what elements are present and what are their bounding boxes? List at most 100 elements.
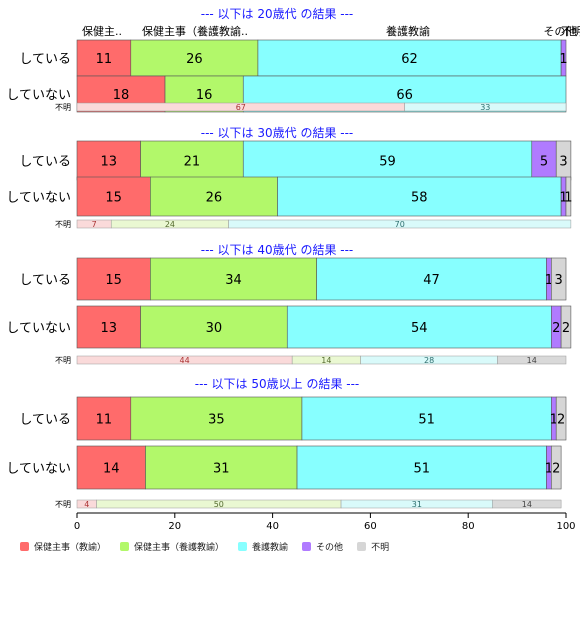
- legend-swatch-nurse-teacher-head: [120, 542, 130, 551]
- unknown-bar-segment: [404, 102, 567, 112]
- unknown-bar-value-label: 14: [321, 356, 331, 365]
- bar-value-label: 26: [186, 52, 203, 67]
- unknown-bar-value-label: 24: [165, 220, 175, 229]
- bar-segment: [555, 396, 567, 441]
- row-label: していない: [6, 462, 71, 477]
- bar-segment: [76, 257, 151, 301]
- bar-value-label: 3: [559, 155, 567, 170]
- bar-value-label: 2: [552, 321, 560, 336]
- legend-label-nurse-teacher-head: 保健主事（養護教諭）: [134, 543, 225, 553]
- legend-label-unknown: 不明: [371, 543, 390, 553]
- category-header-label: その他: [544, 25, 577, 38]
- row-label: している: [19, 52, 71, 67]
- x-axis-tick-label: 40: [266, 521, 279, 532]
- legend-swatch-unknown: [357, 542, 367, 551]
- row-label: していない: [6, 321, 71, 336]
- bar-segment: [277, 176, 562, 217]
- unknown-bar-value-label: 31: [412, 500, 422, 509]
- bar-segment: [551, 257, 567, 301]
- x-axis-tick-label: 20: [168, 521, 181, 532]
- x-axis-tick-label: 60: [364, 521, 377, 532]
- bar-value-label: 14: [103, 462, 120, 477]
- bar-value-label: 13: [101, 321, 118, 336]
- bar-segment: [565, 176, 572, 217]
- unknown-bar-value-label: 4: [84, 500, 89, 509]
- bar-value-label: 21: [184, 155, 201, 170]
- bar-value-label: 47: [423, 273, 440, 288]
- unknown-bar-value-label: 50: [214, 500, 224, 509]
- x-axis-tick-label: 100: [556, 521, 575, 532]
- bar-value-label: 11: [96, 52, 113, 67]
- legend-swatch-nurse-teacher: [238, 542, 248, 551]
- row-label: していない: [6, 88, 71, 103]
- legend-item-nurse-teacher: 養護教諭: [238, 540, 288, 553]
- bar-segment: [551, 445, 562, 490]
- bar-segment: [531, 140, 557, 181]
- bar-segment: [140, 140, 244, 181]
- unknown-bar-segment: [492, 499, 562, 509]
- bar-value-label: 13: [101, 155, 118, 170]
- unknown-bar-segment: [497, 355, 567, 365]
- unknown-bar-value-label: 70: [395, 220, 405, 229]
- x-axis-tick-label: 0: [74, 521, 80, 532]
- row-label: している: [19, 273, 71, 288]
- bar-value-label: 51: [413, 462, 430, 477]
- category-header-label: 養護教諭: [386, 24, 430, 38]
- bar-value-label: 62: [401, 52, 418, 67]
- bar-value-label: 34: [225, 273, 242, 288]
- unknown-bar-value-label: 7: [92, 220, 97, 229]
- bar-value-label: 18: [113, 88, 130, 103]
- bar-segment: [140, 305, 288, 349]
- bar-value-label: 59: [379, 155, 396, 170]
- bar-value-label: 2: [562, 321, 570, 336]
- bar-value-label: 1: [559, 191, 567, 206]
- bar-segment: [150, 257, 317, 301]
- bar-value-label: 35: [208, 413, 225, 428]
- bar-segment: [76, 445, 146, 490]
- row-label: していない: [6, 191, 71, 206]
- bar-value-label: 5: [540, 155, 548, 170]
- legend-item-teacher: 保健主事（教諭）: [20, 540, 106, 553]
- bar-segment: [150, 176, 278, 217]
- bar-value-label: 2: [557, 413, 565, 428]
- bar-value-label: 1: [564, 191, 572, 206]
- panel-title: --- 以下は 50歳以上 の結果 ---: [195, 377, 360, 391]
- bar-value-label: 54: [411, 321, 428, 336]
- category-header-label: 保健主事（養護教諭..: [142, 24, 248, 38]
- unknown-bar-value-label: 14: [527, 356, 537, 365]
- panel-title: --- 以下は 20歳代 の結果 ---: [201, 7, 354, 21]
- unknown-row-label: 不明: [55, 356, 71, 365]
- unknown-bar-value-label: 44: [179, 356, 189, 365]
- unknown-bar-value-label: 33: [480, 103, 490, 112]
- bar-value-label: 2: [552, 462, 560, 477]
- bar-segment: [76, 39, 132, 77]
- bar-value-label: 30: [206, 321, 223, 336]
- bar-value-label: 66: [396, 88, 413, 103]
- legend-label-other: その他: [316, 543, 344, 553]
- unknown-row-label: 不明: [55, 220, 71, 229]
- row-label: している: [19, 155, 71, 170]
- bar-segment: [76, 176, 151, 217]
- legend-item-unknown: 不明: [357, 540, 389, 553]
- bar-segment: [76, 396, 132, 441]
- unknown-bar-value-label: 28: [424, 356, 434, 365]
- bar-segment: [76, 140, 141, 181]
- unknown-row-label: 不明: [55, 500, 71, 509]
- bar-value-label: 1: [545, 462, 553, 477]
- bar-value-label: 58: [411, 191, 428, 206]
- bar-value-label: 15: [105, 273, 122, 288]
- bar-value-label: 51: [418, 413, 435, 428]
- x-axis-tick-label: 80: [462, 521, 475, 532]
- legend-item-other: その他: [302, 540, 343, 553]
- legend: 保健主事（教諭） 保健主事（養護教諭） 養護教諭 その他 不明: [20, 540, 389, 553]
- bar-segment: [560, 305, 572, 349]
- category-header-label: 保健主..: [82, 24, 122, 38]
- bar-value-label: 1: [550, 413, 558, 428]
- bar-value-label: 31: [213, 462, 230, 477]
- bar-value-label: 11: [96, 413, 113, 428]
- bar-segment: [257, 39, 562, 77]
- row-label: している: [19, 413, 71, 428]
- unknown-bar-value-label: 67: [236, 103, 246, 112]
- bar-value-label: 1: [545, 273, 553, 288]
